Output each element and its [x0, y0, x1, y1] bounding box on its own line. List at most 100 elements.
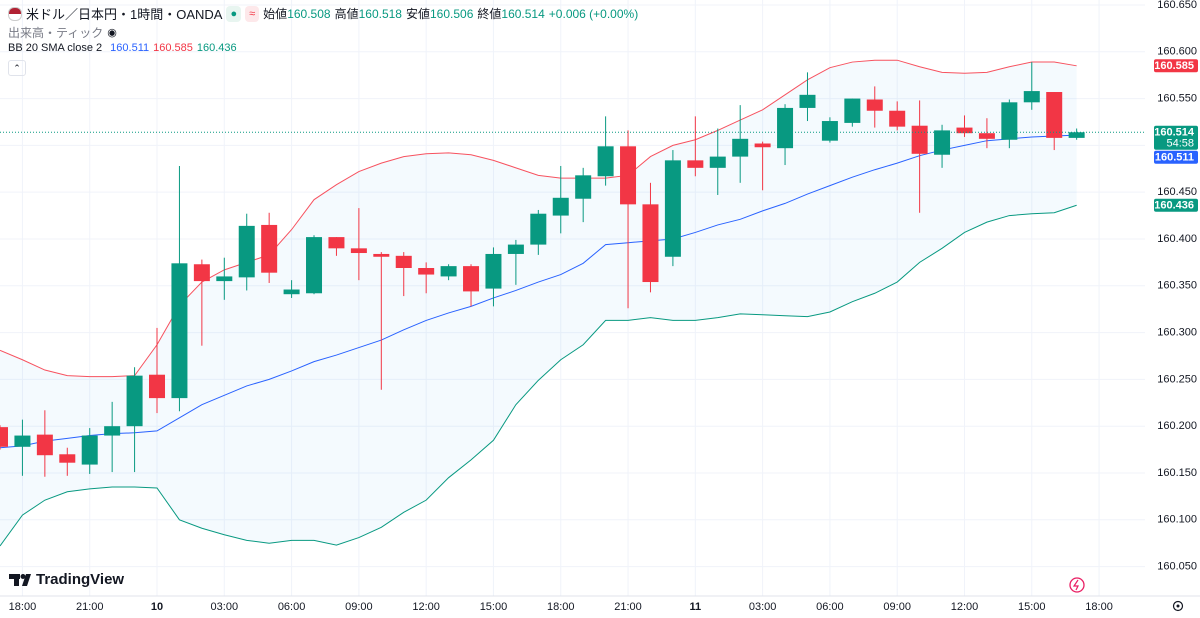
candle-body [1001, 102, 1018, 140]
last-price-tag: 160.514 [1154, 127, 1195, 139]
middle-price-tag-box [1154, 150, 1198, 164]
x-tick-label: 18:00 [1085, 601, 1113, 613]
collapse-button[interactable]: ⌃ [8, 60, 26, 76]
candle-body [597, 146, 614, 177]
candle-body [1068, 132, 1085, 138]
y-tick-label: 160.050 [1157, 561, 1197, 573]
y-tick-label: 160.650 [1157, 0, 1197, 11]
upper-price-tag-box [1154, 59, 1198, 73]
x-tick-label: 11 [690, 601, 702, 613]
volume-row: 出来高・ティック ◉ [8, 24, 117, 41]
x-tick-label: 21:00 [76, 601, 104, 613]
candle-body [216, 276, 233, 282]
low-value: 160.506 [430, 6, 474, 21]
x-tick-label: 12:00 [951, 601, 979, 613]
x-tick-label: 18:00 [547, 601, 575, 613]
candle-body [507, 244, 524, 254]
alert-icon[interactable] [1069, 577, 1085, 593]
candle-body [283, 289, 300, 295]
candle-body [395, 255, 412, 268]
candle-body [799, 94, 816, 108]
settings-dot [1176, 604, 1180, 608]
open-value: 160.508 [287, 6, 331, 21]
candle-body [978, 133, 995, 139]
logo: TradingView [9, 571, 124, 588]
watermark: TradingView [36, 571, 124, 588]
bb-middle-value: 160.511 [110, 42, 150, 54]
y-tick-label: 160.600 [1157, 46, 1197, 58]
candle-body [36, 434, 53, 456]
x-tick-label: 10 [151, 601, 163, 613]
candle-body [866, 99, 883, 111]
y-tick-label: 160.450 [1157, 186, 1197, 198]
countdown: 54:58 [1166, 138, 1194, 150]
candle-body [104, 426, 121, 436]
candle-body [81, 435, 98, 465]
candle-body [821, 121, 838, 141]
lower-price-tag: 160.436 [1154, 200, 1194, 212]
upper-price-tag: 160.585 [1154, 60, 1194, 72]
candle-body [0, 427, 8, 447]
candle-body [238, 225, 255, 278]
close-value: 160.514 [501, 6, 545, 21]
y-tick-label: 160.300 [1157, 326, 1197, 338]
y-tick-label: 160.100 [1157, 514, 1197, 526]
x-tick-label: 03:00 [749, 601, 777, 613]
bb-middle-line [0, 134, 1077, 449]
indicator-row: BB 20 SMA close 2 160.511 160.585 160.43… [8, 42, 237, 54]
candle-body [620, 146, 637, 205]
candle-body [889, 110, 906, 127]
header-row: 米ドル／日本円・1時間・OANDA ● ≈ 始値 160.508 高値 160.51… [8, 4, 638, 23]
high-label: 高値 [334, 7, 359, 21]
lower-price-tag-box [1154, 198, 1198, 212]
candle-body [350, 248, 367, 254]
candle-body [664, 160, 681, 257]
low-label: 安値 [405, 7, 430, 21]
candle-body [1046, 92, 1063, 138]
x-tick-label: 09:00 [345, 601, 373, 613]
candle-body [14, 435, 31, 447]
candle-body [193, 264, 210, 282]
candle-body [642, 204, 659, 283]
volume-label: 出来高・ティック [8, 26, 104, 40]
y-tick-label: 160.200 [1157, 420, 1197, 432]
symbol-title: 米ドル／日本円・1時間・OANDA [26, 7, 223, 22]
eye-icon[interactable]: ◉ [107, 27, 117, 39]
candle-body [306, 237, 323, 294]
x-tick-label: 03:00 [211, 601, 239, 613]
candle-body [261, 224, 278, 273]
close-label: 終値 [477, 7, 502, 21]
candle-body [575, 175, 592, 199]
settings-icon[interactable] [1172, 600, 1184, 612]
y-tick-label: 160.550 [1157, 92, 1197, 104]
candle-body [463, 266, 480, 292]
candle-body [418, 267, 435, 275]
candle-body [126, 375, 143, 427]
candle-body [328, 237, 345, 249]
x-tick-label: 15:00 [480, 601, 508, 613]
candle-body [732, 138, 749, 157]
change: +0.006 (+0.00%) [548, 6, 639, 21]
market-status[interactable]: ● [226, 5, 242, 22]
candle-body [59, 454, 76, 463]
y-tick-label: 160.400 [1157, 233, 1197, 245]
candle-body [171, 263, 188, 399]
open-label: 始値 [263, 7, 288, 21]
delay-status[interactable]: ≈ [245, 5, 260, 22]
candle-body [1023, 91, 1040, 103]
candle-body [687, 160, 704, 168]
alert-bolt [1072, 579, 1079, 591]
candle-body [844, 98, 861, 123]
candle-body [754, 143, 771, 148]
middle-price-tag: 160.511 [1155, 152, 1194, 164]
y-tick-label: 160.150 [1157, 467, 1197, 479]
candle-body [709, 156, 726, 168]
candle-body [485, 253, 502, 289]
candle-body [911, 125, 928, 154]
candle-body [956, 127, 973, 134]
bb-lower-line [0, 204, 1077, 547]
candle-body [440, 266, 457, 277]
last-price-tag-box [1154, 125, 1198, 150]
x-tick-label: 09:00 [883, 601, 911, 613]
